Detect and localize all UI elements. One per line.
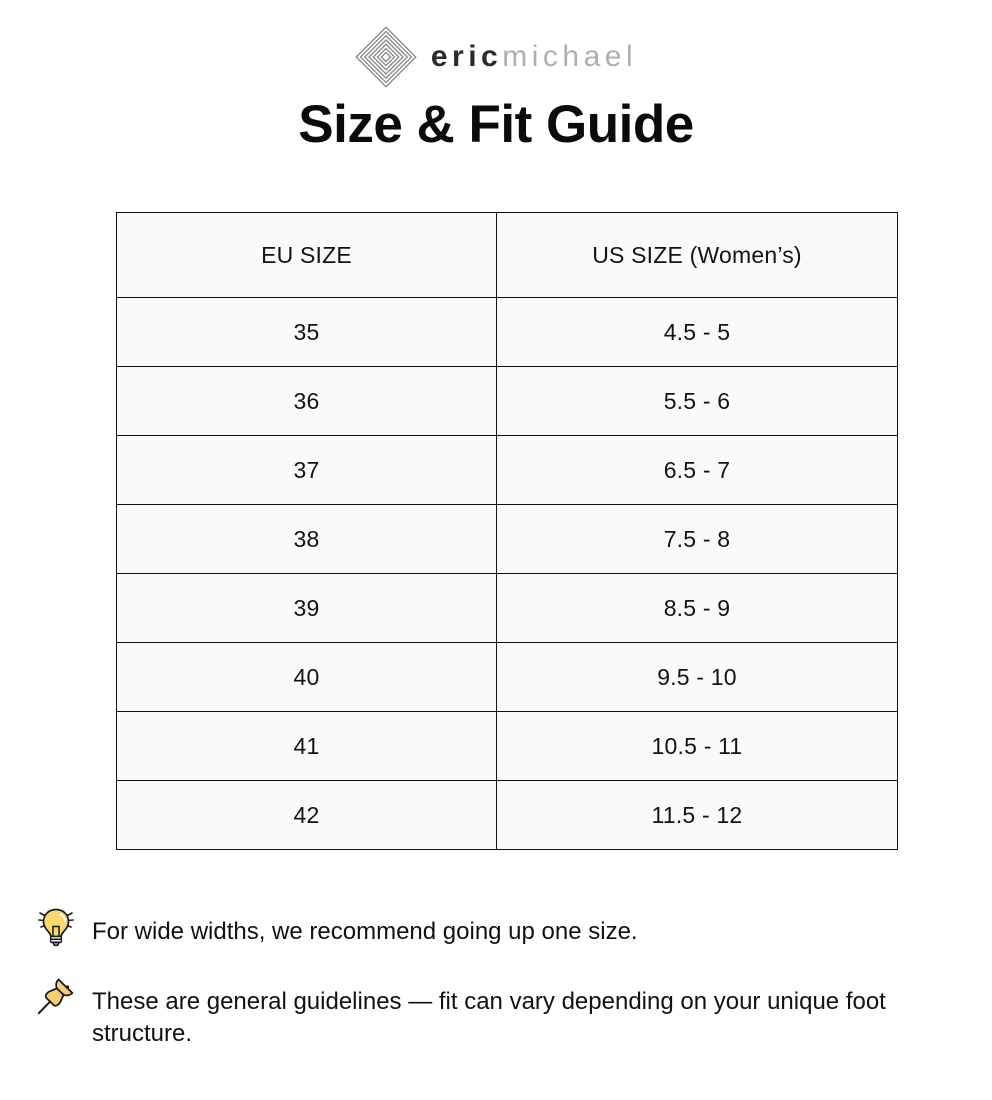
cell-us-size: 4.5 - 5 (496, 297, 898, 368)
column-header-eu-size: EU SIZE (116, 212, 497, 299)
brand-wordmark: eric michael (431, 42, 637, 72)
pushpin-icon (34, 978, 78, 1022)
table-header: EU SIZE US SIZE (Women’s) (116, 212, 898, 299)
size-table-container: EU SIZE US SIZE (Women’s) 35 4.5 - 5 36 … (0, 212, 992, 851)
brand-header: eric michael (0, 0, 992, 88)
cell-eu-size: 40 (116, 642, 497, 713)
cell-us-size: 10.5 - 11 (496, 711, 898, 782)
size-conversion-table: EU SIZE US SIZE (Women’s) 35 4.5 - 5 36 … (116, 212, 898, 851)
cell-eu-size: 35 (116, 297, 497, 368)
brand-name-primary: eric (430, 40, 503, 73)
note-text: These are general guidelines — fit can v… (92, 988, 886, 1047)
note-wide-widths: For wide widths, we recommend going up o… (34, 908, 966, 956)
brand-name-secondary: michael (502, 40, 638, 73)
concentric-diamond-logo-icon (355, 26, 417, 88)
cell-us-size: 9.5 - 10 (496, 642, 898, 713)
lightbulb-icon (34, 908, 78, 952)
table-row: 41 10.5 - 11 (116, 711, 898, 782)
table-row: 38 7.5 - 8 (116, 504, 898, 575)
table-header-row: EU SIZE US SIZE (Women’s) (116, 212, 898, 299)
column-header-us-size: US SIZE (Women’s) (496, 212, 898, 299)
cell-eu-size: 42 (116, 780, 497, 851)
notes-section: For wide widths, we recommend going up o… (0, 908, 992, 1049)
note-general-guidelines: These are general guidelines — fit can v… (34, 978, 966, 1049)
cell-us-size: 5.5 - 6 (496, 366, 898, 437)
cell-eu-size: 39 (116, 573, 497, 644)
table-body: 35 4.5 - 5 36 5.5 - 6 37 6.5 - 7 38 7.5 … (116, 297, 898, 851)
cell-eu-size: 36 (116, 366, 497, 437)
table-row: 42 11.5 - 12 (116, 780, 898, 851)
page-title: Size & Fit Guide (298, 95, 694, 154)
cell-us-size: 11.5 - 12 (496, 780, 898, 851)
cell-eu-size: 38 (116, 504, 497, 575)
cell-eu-size: 41 (116, 711, 497, 782)
cell-us-size: 6.5 - 7 (496, 435, 898, 506)
table-row: 39 8.5 - 9 (116, 573, 898, 644)
table-row: 37 6.5 - 7 (116, 435, 898, 506)
table-row: 35 4.5 - 5 (116, 297, 898, 368)
cell-us-size: 8.5 - 9 (496, 573, 898, 644)
table-row: 40 9.5 - 10 (116, 642, 898, 713)
table-row: 36 5.5 - 6 (116, 366, 898, 437)
cell-eu-size: 37 (116, 435, 497, 506)
note-text: For wide widths, we recommend going up o… (92, 918, 638, 946)
cell-us-size: 7.5 - 8 (496, 504, 898, 575)
